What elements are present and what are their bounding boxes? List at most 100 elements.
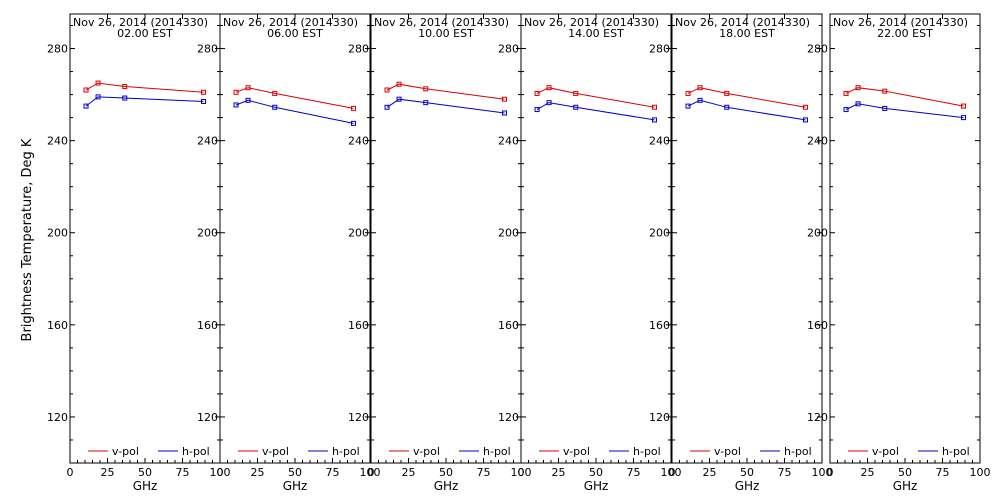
panel-4-x-tick-label-1: 25 (552, 466, 566, 479)
panel-4-y-tick-label-2: 200 (498, 227, 519, 240)
panel-5-x-tick-label-2: 50 (740, 466, 754, 479)
figure-y-axis-label: Brightness Temperature, Deg K (20, 138, 35, 341)
panel-6-series-h-pol-point-3 (961, 115, 966, 121)
panel-6-x-tick-label-1: 25 (861, 466, 875, 479)
panel-1-x-tick-label-0: 0 (67, 466, 74, 479)
panel-3-legend-v-pol-label: v-pol (413, 445, 440, 458)
panel-2-y-tick-label-2: 200 (197, 227, 218, 240)
panel-2-series-v-pol-point-1 (245, 85, 251, 91)
panel-3-series-h-pol-point-3 (502, 110, 507, 116)
panel-6-series-v-pol-point-3 (961, 103, 966, 109)
panel-1-x-tick-label-1: 25 (101, 466, 115, 479)
panel-1-series-v-pol-point-1 (95, 80, 101, 86)
panel-1-y-tick-label-4: 280 (47, 43, 68, 56)
panel-6-y-tick-label-0: 120 (807, 411, 828, 424)
panel-3-x-tick-label-4: 100 (511, 466, 532, 479)
panel-5-series-v-pol-point-1 (697, 85, 703, 91)
panel-5-y-tick-label-4: 280 (649, 43, 670, 56)
panel-2-legend-h-pol-label: h-pol (332, 445, 360, 458)
panel-6-x-axis-label: GHz (893, 479, 918, 493)
panel-2-series-h-pol-point-0 (233, 102, 239, 108)
panel-1-series-v-pol-point-2 (122, 84, 128, 90)
panel-1-series-v-pol-line (85, 82, 204, 93)
panel-4-x-tick-label-3: 75 (627, 466, 641, 479)
panel-4-series-v-pol-point-3 (652, 104, 657, 110)
panel-3-series-v-pol-line (386, 83, 505, 100)
panel-3-series-h-pol-line (386, 98, 505, 114)
panel-5-legend-h-pol-label: h-pol (784, 445, 812, 458)
panel-4-title: Nov 26, 2014 (2014330) (524, 16, 659, 29)
panel-3-legend-h-pol-label: h-pol (483, 445, 511, 458)
panel-4-series-h-pol-point-2 (573, 104, 579, 110)
panel-6-title: Nov 26, 2014 (2014330) (833, 16, 968, 29)
panel-1-x-tick-label-2: 50 (138, 466, 152, 479)
panel-5-x-tick-label-1: 25 (703, 466, 717, 479)
panel-1-series-h-pol-point-2 (122, 95, 128, 101)
panel-5-series-h-pol-point-1 (697, 97, 703, 103)
panel-6-series-v-pol-point-0 (843, 90, 849, 96)
panel-2-series-h-pol-line (235, 99, 354, 124)
panel-6-subtitle: 22.00 EST (877, 27, 933, 40)
panel-1-legend-h-pol-label: h-pol (182, 445, 210, 458)
panel-3-series-v-pol-point-1 (396, 81, 402, 87)
panel-2-series-v-pol-point-0 (233, 89, 239, 95)
panel-1-x-tick-label-4: 100 (210, 466, 231, 479)
panel-5-y-tick-label-0: 120 (649, 411, 670, 424)
panel-3-x-tick-label-0: 0 (368, 466, 375, 479)
panel-1-y-tick-label-3: 240 (47, 135, 68, 148)
panel-1-y-tick-label-0: 120 (47, 411, 68, 424)
panel-1-legend-v-pol-label: v-pol (112, 445, 139, 458)
panel-2-subtitle: 06.00 EST (267, 27, 323, 40)
panel-3-subtitle: 10.00 EST (418, 27, 474, 40)
panel-5-series-v-pol-point-2 (724, 90, 730, 96)
panel-1-y-tick-label-1: 160 (47, 319, 68, 332)
panel-2-series-v-pol-point-2 (272, 90, 278, 96)
panel-6-y-tick-label-1: 160 (807, 319, 828, 332)
panel-6-series-h-pol-line (845, 103, 964, 119)
panel-2-y-tick-label-0: 120 (197, 411, 218, 424)
panel-2-y-tick-label-1: 160 (197, 319, 218, 332)
panel-3-x-tick-label-1: 25 (402, 466, 416, 479)
panel-5-series-v-pol-line (687, 87, 806, 108)
panel-5-series-h-pol-line (687, 99, 806, 121)
panel-1-x-axis-label: GHz (133, 479, 158, 493)
panel-6-legend-h-pol-label: h-pol (942, 445, 970, 458)
panel-1-series-v-pol-point-0 (83, 87, 89, 93)
panel-2-series-h-pol-point-2 (272, 104, 278, 110)
panel-6-frame (829, 13, 981, 464)
panel-4-series-h-pol-point-3 (652, 117, 657, 123)
panel-1-series-h-pol-point-1 (95, 94, 101, 100)
panel-3-y-tick-label-2: 200 (348, 227, 369, 240)
panel-4-x-tick-label-2: 50 (589, 466, 603, 479)
panel-2-series-h-pol-point-1 (245, 97, 251, 103)
panel-3-y-tick-label-3: 240 (348, 135, 369, 148)
panel-4-y-tick-label-0: 120 (498, 411, 519, 424)
panel-2-y-tick-label-4: 280 (197, 43, 218, 56)
panel-3-y-tick-label-1: 160 (348, 319, 369, 332)
panel-5-series-h-pol-point-3 (803, 117, 808, 123)
panel-1-subtitle: 02.00 EST (117, 27, 173, 40)
panel-3-y-tick-label-4: 280 (348, 43, 369, 56)
panel-6-legend-v-pol-label: v-pol (872, 445, 899, 458)
panel-6-series-h-pol-point-0 (843, 107, 849, 113)
panel-5-y-tick-label-3: 240 (649, 135, 670, 148)
panel-5-y-tick-label-2: 200 (649, 227, 670, 240)
panel-1-y-tick-label-2: 200 (47, 227, 68, 240)
panel-4-y-tick-label-4: 280 (498, 43, 519, 56)
panel-1-series-h-pol-point-0 (83, 103, 89, 109)
panel-6-x-tick-label-3: 75 (936, 466, 950, 479)
panel-4-x-tick-label-4: 100 (661, 466, 682, 479)
panel-4-x-axis-label: GHz (584, 479, 609, 493)
panel-1-x-tick-label-3: 75 (176, 466, 190, 479)
panel-2-x-tick-label-1: 25 (251, 466, 265, 479)
panel-6-y-tick-label-4: 280 (807, 43, 828, 56)
panel-6-series-h-pol-point-1 (855, 101, 861, 107)
panel-5-x-tick-label-3: 75 (778, 466, 792, 479)
panel-1-series-v-pol-point-3 (201, 89, 206, 95)
panel-6-series-v-pol-point-1 (855, 85, 861, 91)
panel-2-series-h-pol-point-3 (351, 120, 356, 126)
panel-6-x-tick-label-2: 50 (898, 466, 912, 479)
panel-2-x-tick-label-2: 50 (288, 466, 302, 479)
